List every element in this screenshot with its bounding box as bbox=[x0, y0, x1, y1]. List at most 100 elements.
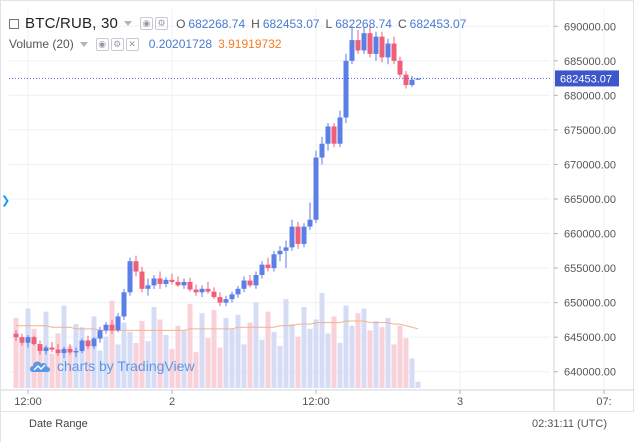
volume-bar bbox=[211, 310, 217, 388]
volume-bar bbox=[133, 342, 139, 388]
low-label: L bbox=[325, 16, 333, 31]
candle-body bbox=[55, 349, 61, 354]
candle-body bbox=[85, 340, 91, 347]
candle-body bbox=[319, 143, 325, 158]
candle-body bbox=[307, 219, 313, 227]
cloud-logo-icon bbox=[30, 361, 50, 372]
volume-bar bbox=[343, 305, 349, 388]
candle-body bbox=[403, 74, 409, 85]
high-label: H bbox=[251, 16, 260, 31]
candle-body bbox=[367, 33, 373, 54]
candle-body bbox=[265, 264, 271, 269]
volume-bar bbox=[313, 319, 319, 388]
gear-icon[interactable]: ⚙ bbox=[155, 17, 169, 30]
symbol-title[interactable]: BTC/RUB, 30 bbox=[25, 15, 119, 32]
volume-bar bbox=[217, 347, 223, 388]
volume-bar bbox=[109, 300, 115, 388]
candle-body bbox=[61, 348, 67, 354]
volume-bar bbox=[337, 342, 343, 388]
volume-bar bbox=[403, 338, 409, 388]
chevron-down-icon[interactable] bbox=[124, 21, 133, 26]
volume-bar bbox=[229, 328, 235, 388]
close-label: C bbox=[397, 16, 407, 31]
collapse-toggle[interactable] bbox=[9, 18, 19, 29]
candle-body bbox=[211, 291, 217, 298]
volume-bar bbox=[25, 308, 31, 388]
date-range-button[interactable]: Date Range bbox=[29, 418, 88, 430]
volume-bar bbox=[391, 344, 397, 388]
scroll-left-icon[interactable]: ❯ bbox=[1, 195, 11, 207]
candle-body bbox=[13, 333, 19, 338]
candle-body bbox=[259, 264, 265, 275]
time-axis-label: 12:00 bbox=[14, 396, 42, 408]
candle-body bbox=[325, 126, 331, 144]
volume-bar bbox=[325, 333, 331, 388]
volume-ma-value: 3.91919732 bbox=[218, 37, 282, 51]
candle-body bbox=[223, 299, 229, 303]
volume-bar bbox=[265, 311, 271, 388]
volume-bar bbox=[157, 319, 163, 388]
bottom-toolbar: Date Range 02:31:11 (UTC) bbox=[1, 411, 634, 442]
price-axis-label: 660000.00 bbox=[564, 229, 616, 241]
volume-bar bbox=[367, 330, 373, 388]
volume-bar bbox=[205, 338, 211, 388]
volume-title[interactable]: Volume (20) bbox=[9, 37, 74, 51]
candle-body bbox=[169, 279, 175, 282]
candle-body bbox=[391, 43, 397, 61]
eye-icon[interactable]: ◉ bbox=[140, 17, 154, 30]
candle-body bbox=[337, 117, 343, 144]
volume-bar bbox=[115, 344, 121, 388]
time-axis-label: 12:00 bbox=[302, 396, 330, 408]
volume-bar bbox=[331, 316, 337, 388]
price-axis-label: 665000.00 bbox=[564, 194, 616, 206]
candle-body bbox=[79, 340, 85, 351]
eye-icon[interactable]: ◉ bbox=[95, 37, 109, 51]
volume-bar bbox=[241, 344, 247, 388]
candle-body bbox=[355, 40, 361, 51]
chevron-down-icon[interactable] bbox=[79, 41, 88, 47]
volume-bar bbox=[373, 321, 379, 388]
candle-body bbox=[385, 43, 391, 58]
volume-bar bbox=[271, 331, 277, 388]
candle-body bbox=[193, 289, 199, 293]
volume-bar bbox=[199, 313, 205, 388]
volume-bar bbox=[139, 321, 145, 388]
close-value: 682453.07 bbox=[409, 16, 467, 31]
candle-body bbox=[283, 247, 289, 251]
candle-body bbox=[301, 226, 307, 244]
tradingview-watermark[interactable]: charts by TradingView bbox=[29, 358, 194, 374]
time-axis-label: 07: bbox=[596, 396, 611, 408]
candle-body bbox=[199, 288, 205, 293]
candle-body bbox=[271, 254, 277, 269]
candle-body bbox=[241, 280, 247, 289]
candle-body bbox=[145, 285, 151, 289]
volume-bar bbox=[379, 327, 385, 388]
candle-body bbox=[379, 36, 385, 58]
candle-body bbox=[157, 278, 163, 284]
volume-ma-line bbox=[16, 320, 419, 331]
volume-bar bbox=[181, 330, 187, 388]
candle-body bbox=[361, 33, 367, 51]
volume-bar bbox=[349, 325, 355, 388]
candle-body bbox=[235, 288, 241, 295]
candle-body bbox=[109, 324, 115, 331]
volume-bar bbox=[253, 302, 259, 388]
candle-body bbox=[103, 324, 109, 331]
gear-icon[interactable]: ⚙ bbox=[110, 37, 124, 51]
volume-bar bbox=[193, 352, 199, 388]
price-axis-label: 670000.00 bbox=[564, 159, 616, 171]
time-axis-label: 2 bbox=[169, 396, 175, 408]
low-value: 682268.74 bbox=[335, 16, 392, 31]
candle-body bbox=[331, 126, 337, 144]
volume-bar bbox=[247, 322, 253, 388]
candle-body bbox=[127, 261, 133, 293]
high-value: 682453.07 bbox=[262, 16, 320, 31]
price-axis-label: 690000.00 bbox=[564, 21, 616, 33]
volume-bar bbox=[289, 324, 295, 388]
candle-body bbox=[247, 280, 253, 286]
candle-body bbox=[19, 337, 25, 343]
candle-body bbox=[115, 316, 121, 331]
close-icon[interactable]: ✕ bbox=[125, 37, 139, 51]
